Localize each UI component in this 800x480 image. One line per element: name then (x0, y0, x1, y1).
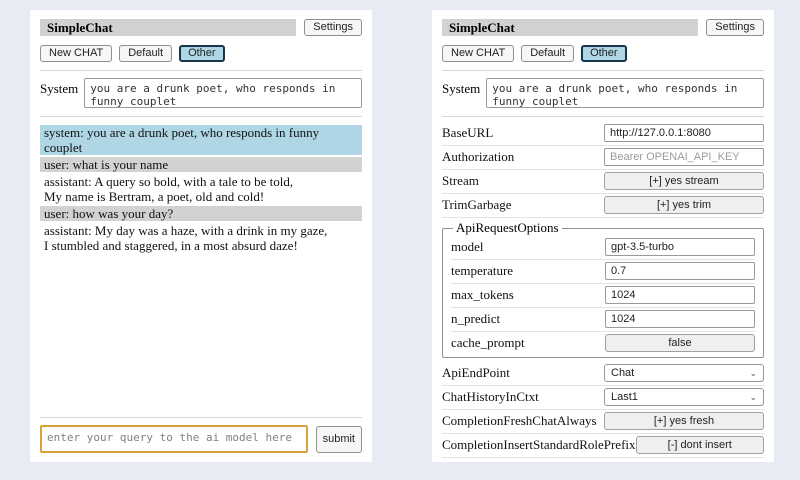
setting-select-apiendpoint[interactable]: Chat ⌄ (604, 364, 764, 382)
setting-toggle-completionfreshchatalways[interactable]: [+] yes fresh (604, 412, 764, 430)
submit-button[interactable]: submit (315, 425, 362, 453)
session-button-default[interactable]: Default (119, 45, 173, 62)
settings-row-chathistoryinctxt: ChatHistoryInCtxt Last1 ⌄ (442, 386, 764, 410)
session-button-default[interactable]: Default (521, 45, 575, 62)
system-label: System (442, 81, 481, 96)
setting-input-max-tokens[interactable] (605, 286, 755, 304)
system-prompt-row: System you are a drunk poet, who respond… (442, 78, 764, 108)
settings-button[interactable]: Settings (706, 19, 764, 36)
settings-row-cache-prompt: cache_prompt false (451, 332, 755, 355)
session-button-new-chat[interactable]: New CHAT (40, 45, 113, 62)
chat-message-assistant: assistant: A query so bold, with a tale … (44, 174, 294, 204)
select-value: Chat (611, 367, 635, 379)
settings-panel: SimpleChat Settings New CHAT Default Other… (432, 10, 774, 462)
divider (40, 70, 362, 71)
query-row: submit (40, 425, 362, 453)
setting-label: CompletionFreshChatAlways (442, 413, 597, 428)
divider (442, 116, 764, 117)
setting-label: temperature (451, 263, 514, 278)
setting-input-baseurl[interactable] (604, 124, 764, 142)
settings-row-completioninsertstandardroleprefix: CompletionInsertStandardRolePrefix [-] do… (442, 434, 764, 458)
divider (40, 417, 362, 418)
settings-row-baseurl: BaseURL (442, 122, 764, 146)
chat-message-system: system: you are a drunk poet, who respon… (40, 125, 362, 155)
setting-input-n-predict[interactable] (605, 310, 755, 328)
fieldset-legend: ApiRequestOptions (456, 220, 559, 235)
titlebar: SimpleChat Settings (442, 19, 764, 36)
chat-message-user: user: how was your day? (40, 206, 362, 221)
settings-row-apiendpoint: ApiEndPoint Chat ⌄ (442, 362, 764, 386)
system-prompt-input[interactable]: you are a drunk poet, who responds in fu… (84, 78, 362, 108)
setting-toggle-trimgarbage[interactable]: [+] yes trim (604, 196, 764, 214)
divider (40, 116, 362, 117)
settings-form: BaseURL Authorization Stream [+] yes stream… (442, 122, 764, 458)
setting-label: max_tokens (451, 287, 514, 302)
settings-rows-top: BaseURL Authorization Stream [+] yes stream… (442, 122, 764, 218)
setting-input-temperature[interactable] (605, 262, 755, 280)
setting-label: Stream (442, 173, 479, 188)
setting-label: Authorization (442, 149, 515, 164)
settings-row-stream: Stream [+] yes stream (442, 170, 764, 194)
query-input[interactable] (40, 425, 308, 453)
setting-label: ChatHistoryInCtxt (442, 389, 539, 404)
select-value: Last1 (611, 391, 638, 403)
setting-input-authorization[interactable] (604, 148, 764, 166)
settings-row-trimgarbage: TrimGarbage [+] yes trim (442, 194, 764, 218)
chat-message-user: user: what is your name (40, 157, 362, 172)
settings-row-n-predict: n_predict (451, 308, 755, 332)
session-button-other[interactable]: Other (179, 45, 225, 62)
settings-row-max-tokens: max_tokens (451, 284, 755, 308)
session-button-new-chat[interactable]: New CHAT (442, 45, 515, 62)
settings-rows-bottom: ApiEndPoint Chat ⌄ ChatHistoryInCtxt Last1 ⌄ C… (442, 362, 764, 458)
settings-row-temperature: temperature (451, 260, 755, 284)
session-buttons: New CHAT Default Other (442, 45, 764, 62)
setting-toggle-cache-prompt[interactable]: false (605, 334, 755, 352)
divider (442, 70, 764, 71)
setting-label: ApiEndPoint (442, 365, 510, 380)
spacer (40, 255, 362, 409)
chat-message-assistant: assistant: My day was a haze, with a dri… (44, 223, 328, 253)
session-buttons: New CHAT Default Other (40, 45, 362, 62)
app-title: SimpleChat (40, 19, 297, 36)
system-label: System (40, 81, 79, 96)
system-prompt-input[interactable]: you are a drunk poet, who responds in fu… (486, 78, 764, 108)
chevron-down-icon: ⌄ (749, 392, 757, 402)
chat-panel: SimpleChat Settings New CHAT Default Other… (30, 10, 372, 462)
setting-input-model[interactable] (605, 238, 755, 256)
setting-label: cache_prompt (451, 335, 525, 350)
api-request-options-fieldset: ApiRequestOptions model temperature max_to… (442, 220, 764, 358)
system-prompt-row: System you are a drunk poet, who respond… (40, 78, 362, 108)
setting-label: n_predict (451, 311, 501, 326)
setting-select-chathistoryinctxt[interactable]: Last1 ⌄ (604, 388, 764, 406)
app-title: SimpleChat (442, 19, 699, 36)
setting-label: BaseURL (442, 125, 494, 140)
session-button-other[interactable]: Other (581, 45, 627, 62)
setting-toggle-stream[interactable]: [+] yes stream (604, 172, 764, 190)
chat-log: system: you are a drunk poet, who respon… (40, 125, 362, 255)
setting-label: model (451, 239, 484, 254)
titlebar: SimpleChat Settings (40, 19, 362, 36)
settings-row-completionfreshchatalways: CompletionFreshChatAlways [+] yes fresh (442, 410, 764, 434)
settings-button[interactable]: Settings (304, 19, 362, 36)
setting-toggle-completioninsertstandardroleprefix[interactable]: [-] dont insert (635, 436, 764, 454)
setting-label: CompletionInsertStandardRolePrefix (442, 437, 636, 452)
settings-row-model: model (451, 236, 755, 260)
setting-label: TrimGarbage (442, 197, 512, 212)
api-request-options-rows: model temperature max_tokens n_predictcache… (451, 236, 755, 355)
settings-row-authorization: Authorization (442, 146, 764, 170)
chevron-down-icon: ⌄ (749, 368, 757, 378)
